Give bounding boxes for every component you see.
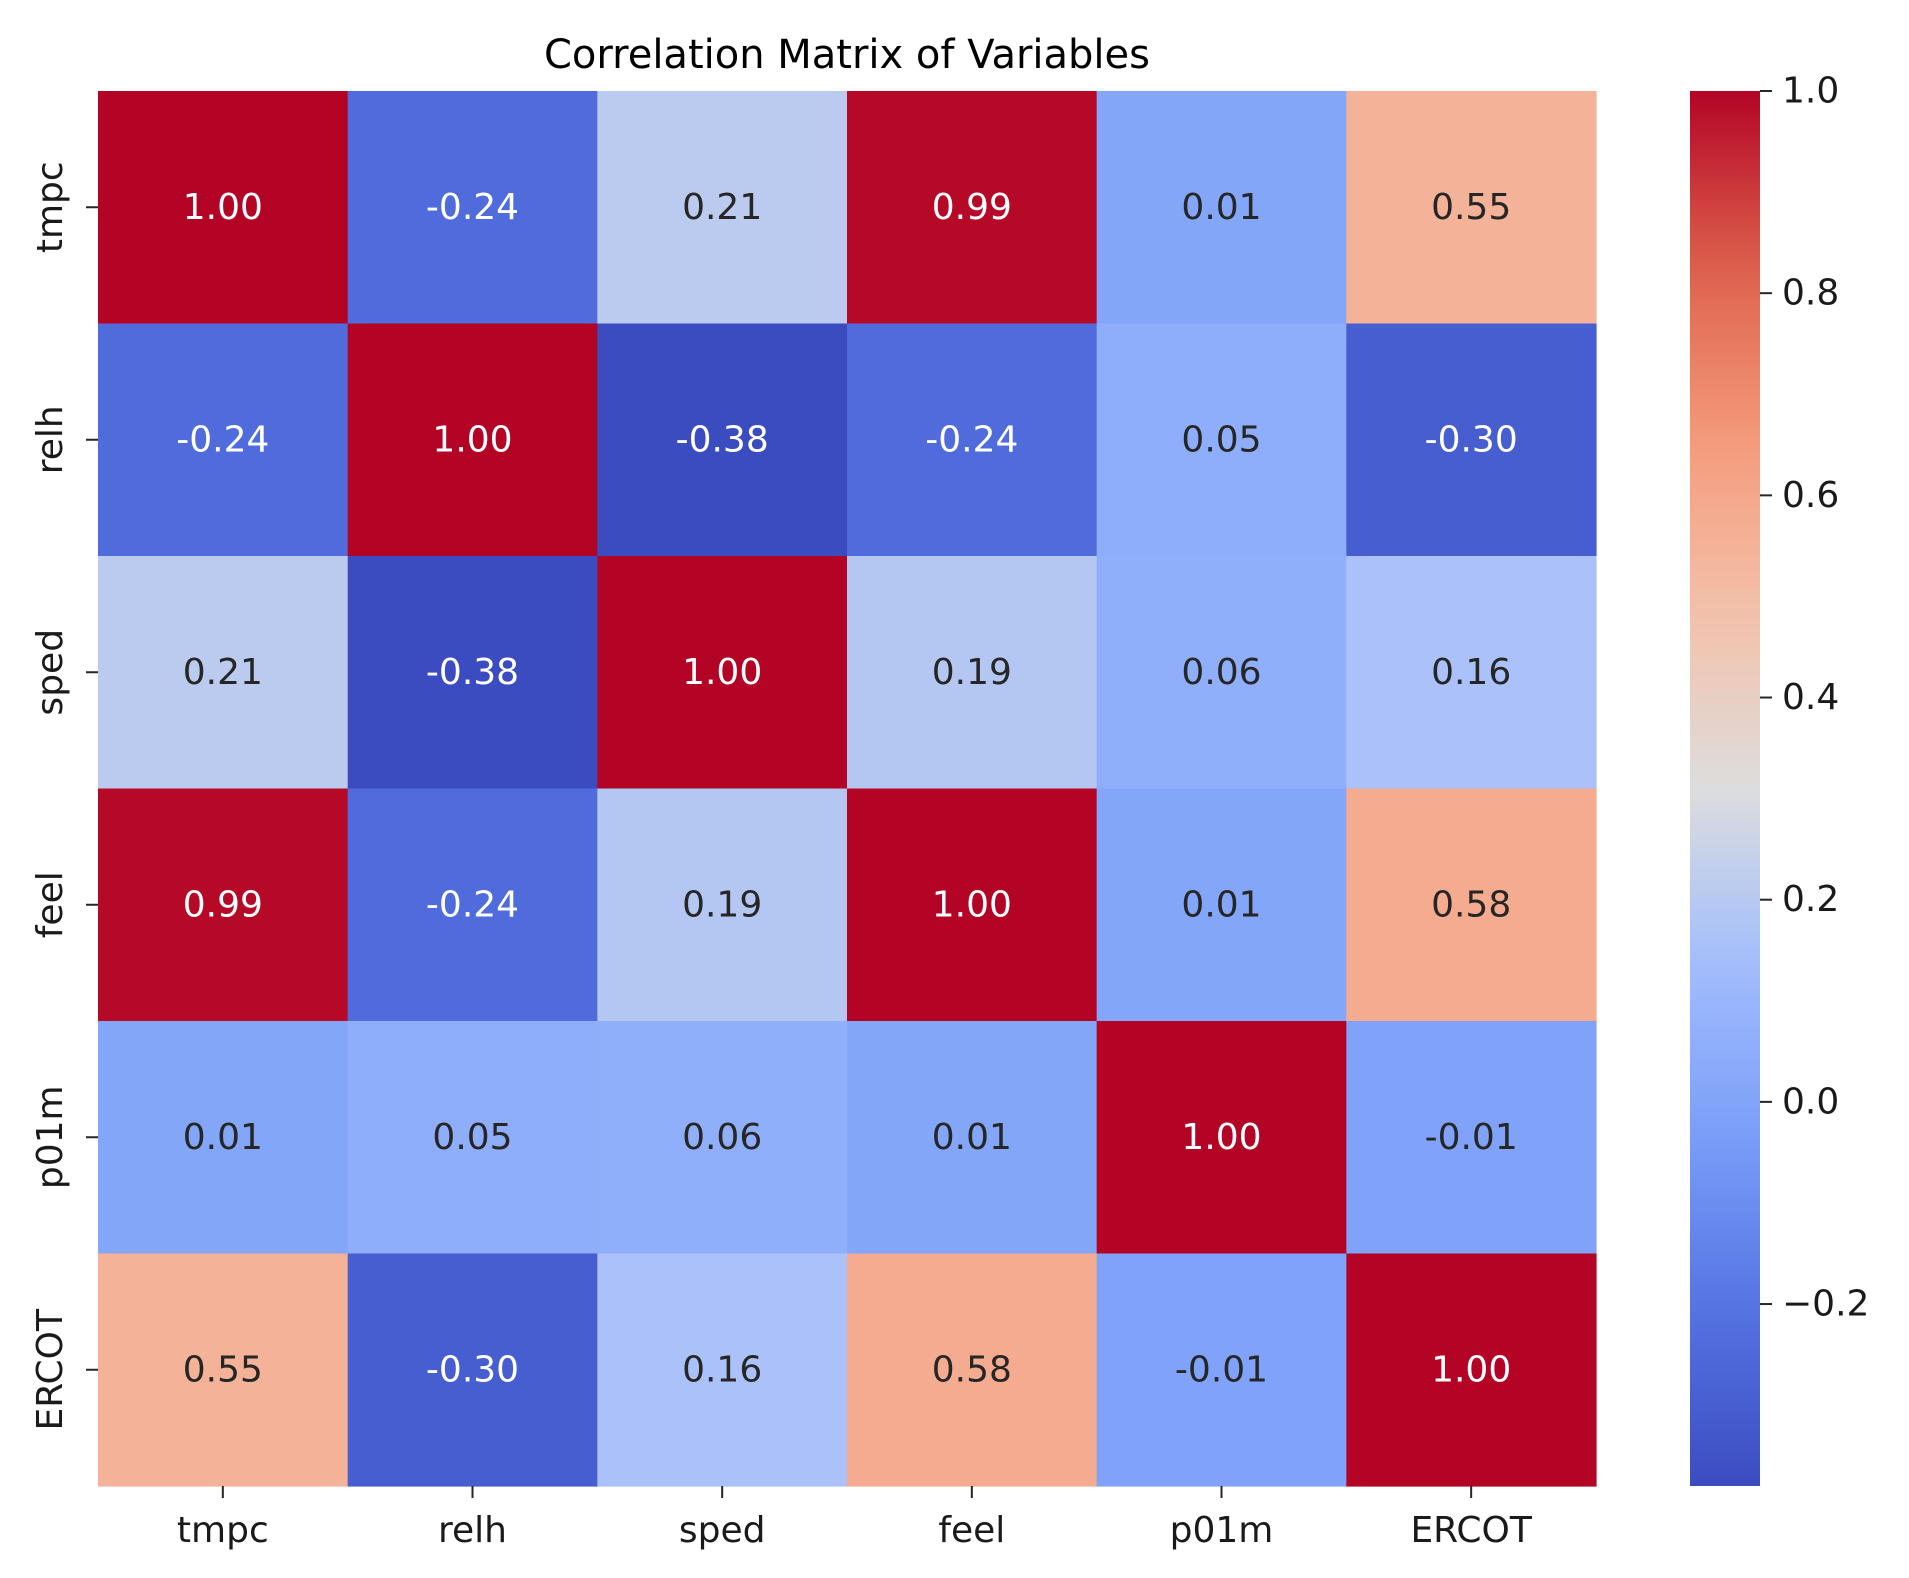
cell-value-label: 0.21 bbox=[183, 652, 263, 693]
cell-value-label: 1.00 bbox=[932, 884, 1012, 925]
cell-ERCOT-relh bbox=[347, 1253, 598, 1487]
cell-feel-relh bbox=[347, 788, 598, 1022]
cell-relh-feel bbox=[847, 323, 1098, 557]
colorbar-tick-label: 1.0 bbox=[1782, 71, 1839, 112]
cell-p01m-sped bbox=[597, 1021, 848, 1255]
cell-ERCOT-sped bbox=[597, 1253, 848, 1487]
cell-sped-sped bbox=[597, 556, 848, 790]
cell-value-label: 0.99 bbox=[183, 884, 263, 925]
y-tick-label-tmpc: tmpc bbox=[30, 161, 71, 253]
cell-value-label: 0.55 bbox=[1431, 187, 1511, 228]
cell-value-label: 0.21 bbox=[682, 187, 762, 228]
cell-value-label: -0.38 bbox=[426, 652, 519, 693]
cell-value-label: 0.16 bbox=[1431, 652, 1511, 693]
cell-tmpc-ERCOT bbox=[1346, 91, 1597, 325]
cell-value-label: 0.05 bbox=[1181, 419, 1261, 460]
x-tick-label-relh: relh bbox=[438, 1510, 507, 1551]
colorbar-tick-label: 0.4 bbox=[1782, 677, 1839, 718]
y-tick-label-p01m: p01m bbox=[30, 1085, 71, 1189]
cell-ERCOT-feel bbox=[847, 1253, 1098, 1487]
cell-p01m-p01m bbox=[1096, 1021, 1347, 1255]
y-tick-label-sped: sped bbox=[30, 629, 71, 716]
cell-sped-relh bbox=[347, 556, 598, 790]
cell-value-label: 0.99 bbox=[932, 187, 1012, 228]
colorbar: −0.2 0.0 0.2 0.4 0.6 0.8 1.0 bbox=[1690, 71, 1869, 1486]
cell-value-label: -0.30 bbox=[426, 1349, 519, 1390]
x-axis: tmpc relh sped feel p01m ERCOT bbox=[177, 1486, 1533, 1551]
cell-value-label: -0.38 bbox=[676, 419, 769, 460]
cell-value-label: 0.01 bbox=[1181, 884, 1261, 925]
cell-value-label: 1.00 bbox=[183, 187, 263, 228]
cell-feel-ERCOT bbox=[1346, 788, 1597, 1022]
cell-sped-p01m bbox=[1096, 556, 1347, 790]
colorbar-gradient bbox=[1690, 91, 1760, 1486]
y-tick-label-relh: relh bbox=[30, 405, 71, 474]
cell-value-label: 1.00 bbox=[432, 419, 512, 460]
cell-value-label: 0.19 bbox=[682, 884, 762, 925]
colorbar-tick-label: 0.6 bbox=[1782, 475, 1839, 516]
x-tick-label-tmpc: tmpc bbox=[177, 1510, 269, 1551]
cell-sped-ERCOT bbox=[1346, 556, 1597, 790]
cell-value-label: 1.00 bbox=[1181, 1117, 1261, 1158]
y-tick-label-ERCOT: ERCOT bbox=[30, 1308, 71, 1430]
colorbar-tick-label: 0.8 bbox=[1782, 273, 1839, 314]
cell-value-label: 0.06 bbox=[682, 1117, 762, 1158]
cell-p01m-feel bbox=[847, 1021, 1098, 1255]
cell-feel-tmpc bbox=[98, 788, 349, 1022]
cell-value-label: 0.06 bbox=[1181, 652, 1261, 693]
cell-value-label: 0.01 bbox=[1181, 187, 1261, 228]
cell-tmpc-relh bbox=[347, 91, 598, 325]
cell-value-label: 0.19 bbox=[932, 652, 1012, 693]
cell-feel-sped bbox=[597, 788, 848, 1022]
cell-sped-tmpc bbox=[98, 556, 349, 790]
x-tick-label-ERCOT: ERCOT bbox=[1410, 1510, 1532, 1551]
cell-value-label: 0.05 bbox=[432, 1117, 512, 1158]
cell-tmpc-tmpc bbox=[98, 91, 349, 325]
heatmap-cells: 1.00 -0.24 0.21 0.99 0.01 0.55 -0.24 1.00 -0.38 -… bbox=[98, 91, 1597, 1487]
cell-value-label: 1.00 bbox=[1431, 1349, 1511, 1390]
cell-value-label: 0.58 bbox=[1431, 884, 1511, 925]
cell-relh-p01m bbox=[1096, 323, 1347, 557]
cell-value-label: -0.24 bbox=[426, 187, 519, 228]
cell-p01m-ERCOT bbox=[1346, 1021, 1597, 1255]
cell-value-label: 0.16 bbox=[682, 1349, 762, 1390]
cell-value-label: -0.24 bbox=[176, 419, 269, 460]
cell-value-label: 0.55 bbox=[183, 1349, 263, 1390]
colorbar-tick-label: 0.0 bbox=[1782, 1081, 1839, 1122]
cell-value-label: -0.30 bbox=[1425, 419, 1518, 460]
cell-relh-tmpc bbox=[98, 323, 349, 557]
cell-relh-relh bbox=[347, 323, 598, 557]
cell-ERCOT-p01m bbox=[1096, 1253, 1347, 1487]
cell-ERCOT-ERCOT bbox=[1346, 1253, 1597, 1487]
cell-value-label: 0.01 bbox=[932, 1117, 1012, 1158]
cell-value-label: 0.58 bbox=[932, 1349, 1012, 1390]
cell-p01m-tmpc bbox=[98, 1021, 349, 1255]
cell-value-label: 0.01 bbox=[183, 1117, 263, 1158]
cell-value-label: -0.01 bbox=[1175, 1349, 1268, 1390]
cell-p01m-relh bbox=[347, 1021, 598, 1255]
cell-tmpc-feel bbox=[847, 91, 1098, 325]
cell-value-label: -0.24 bbox=[426, 884, 519, 925]
colorbar-tick-label: −0.2 bbox=[1782, 1284, 1869, 1325]
y-tick-label-feel: feel bbox=[30, 871, 71, 938]
cell-feel-feel bbox=[847, 788, 1098, 1022]
cell-tmpc-p01m bbox=[1096, 91, 1347, 325]
cell-tmpc-sped bbox=[597, 91, 848, 325]
cell-ERCOT-tmpc bbox=[98, 1253, 349, 1487]
chart-title: Correlation Matrix of Variables bbox=[544, 32, 1150, 78]
x-tick-label-sped: sped bbox=[679, 1510, 766, 1551]
cell-value-label: -0.01 bbox=[1425, 1117, 1518, 1158]
x-tick-label-feel: feel bbox=[938, 1510, 1005, 1551]
cell-value-label: 1.00 bbox=[682, 652, 762, 693]
cell-value-label: -0.24 bbox=[925, 419, 1018, 460]
cell-relh-ERCOT bbox=[1346, 323, 1597, 557]
colorbar-tick-label: 0.2 bbox=[1782, 879, 1839, 920]
cell-feel-p01m bbox=[1096, 788, 1347, 1022]
cell-sped-feel bbox=[847, 556, 1098, 790]
cell-relh-sped bbox=[597, 323, 848, 557]
y-axis: tmpc relh sped feel p01m ERCOT bbox=[30, 161, 98, 1430]
x-tick-label-p01m: p01m bbox=[1170, 1510, 1274, 1551]
